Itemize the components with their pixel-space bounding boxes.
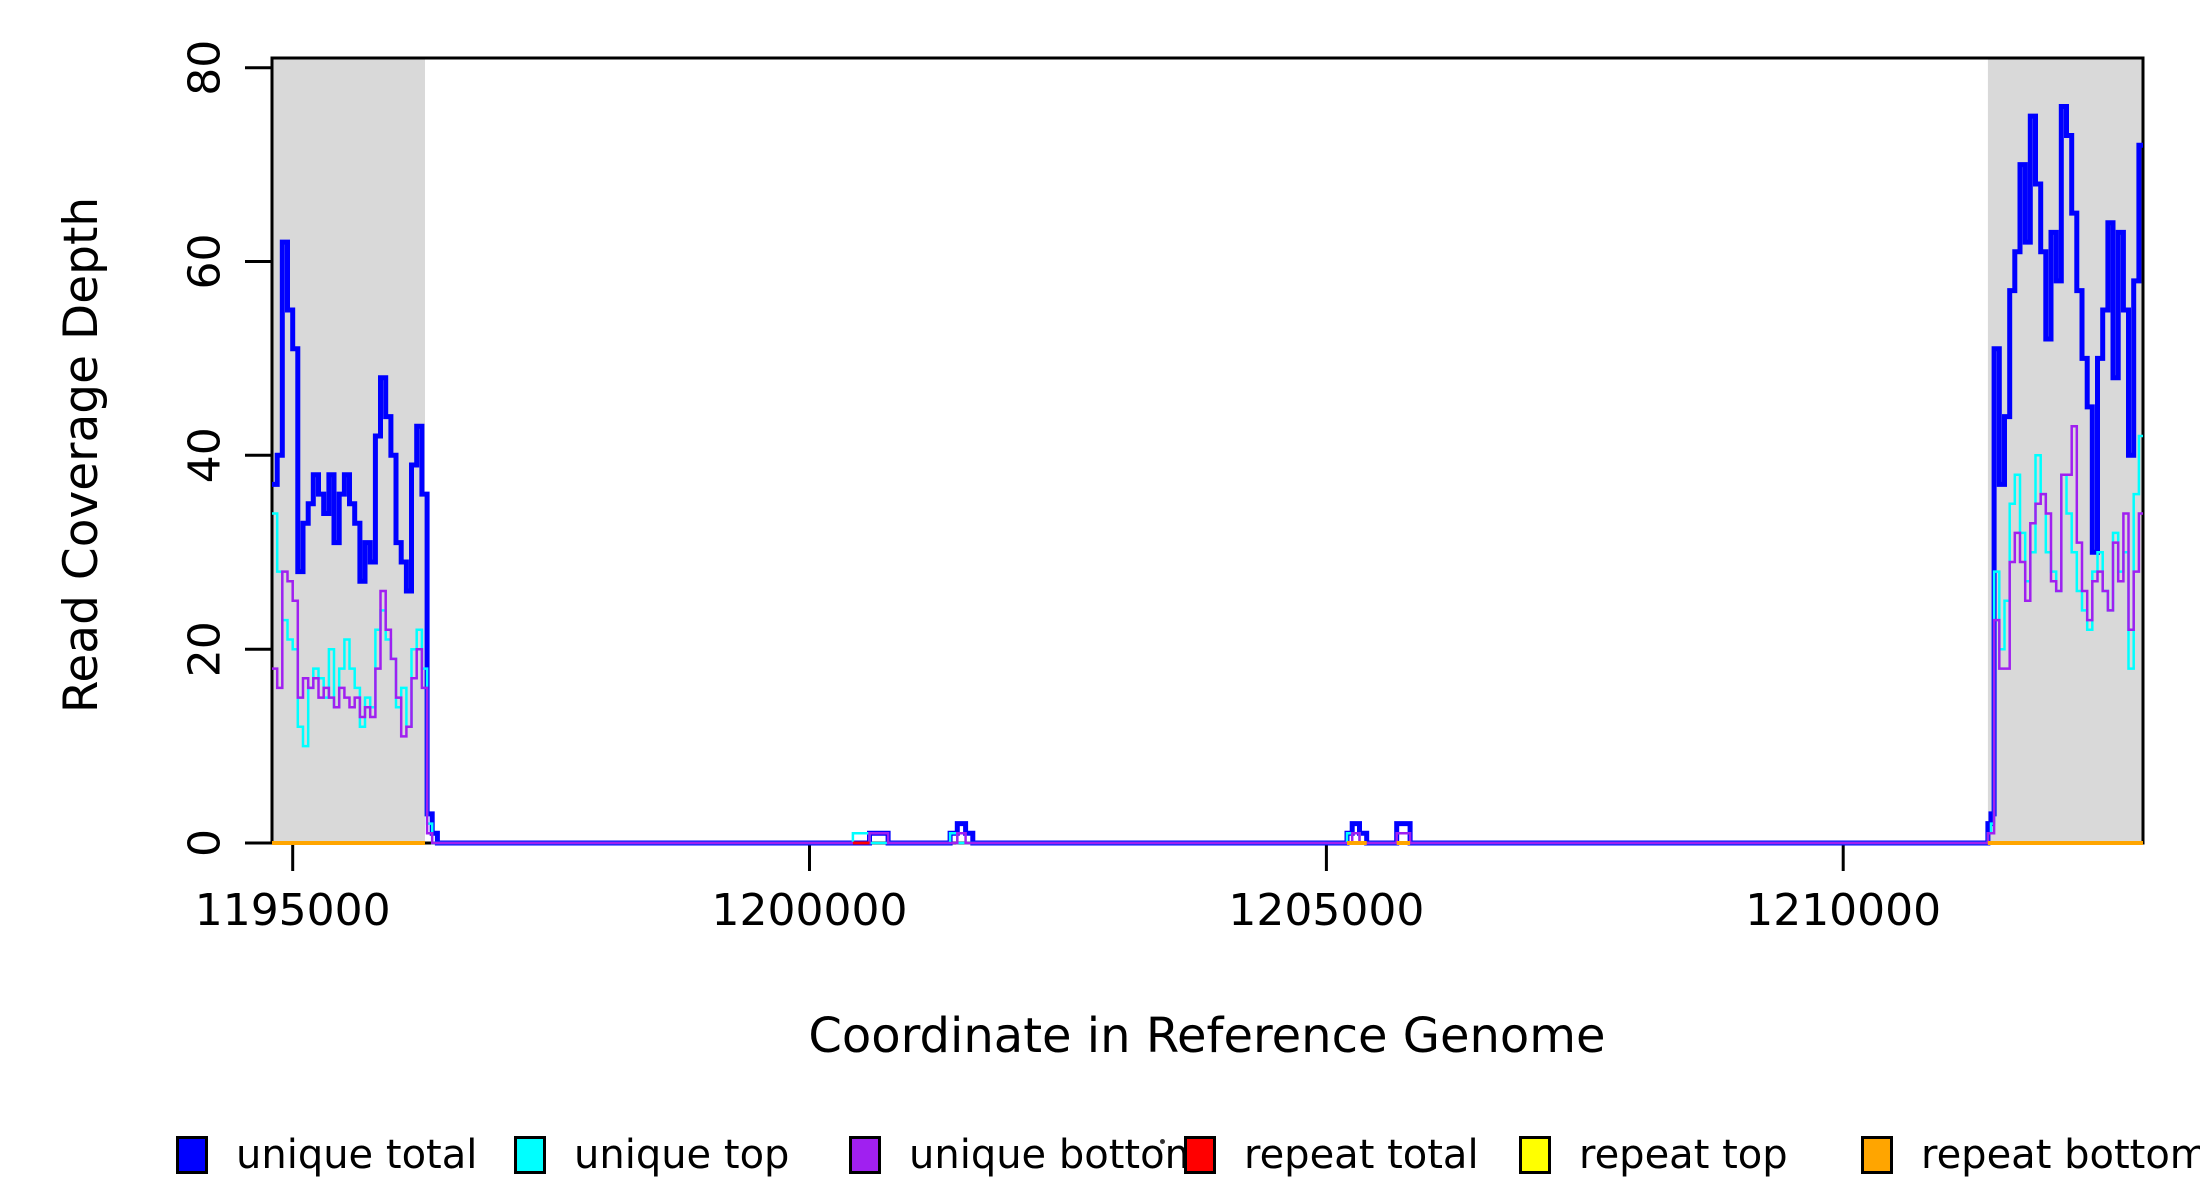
x-tick-label: 1195000	[195, 885, 391, 936]
y-axis-title: Read Coverage Depth	[54, 196, 109, 714]
series-unique-top	[272, 434, 2143, 845]
y-tick-label: 0	[180, 829, 231, 857]
y-tick-label: 20	[180, 621, 231, 677]
y-tick-label: 80	[180, 40, 231, 96]
x-tick-label: 1210000	[1745, 885, 1941, 936]
series-unique-total	[272, 104, 2143, 846]
plot-border	[270, 56, 2145, 845]
y-tick-label: 40	[180, 427, 231, 483]
series-unique-bottom	[272, 425, 2143, 845]
x-axis-title: Coordinate in Reference Genome	[808, 1008, 1606, 1064]
legend-separator-dot	[1160, 1139, 1165, 1144]
repeat-region-2	[1987, 58, 2143, 843]
y-tick-label: 60	[180, 234, 231, 290]
x-tick-label: 1200000	[712, 885, 908, 936]
x-tick-label: 1205000	[1228, 885, 1424, 936]
